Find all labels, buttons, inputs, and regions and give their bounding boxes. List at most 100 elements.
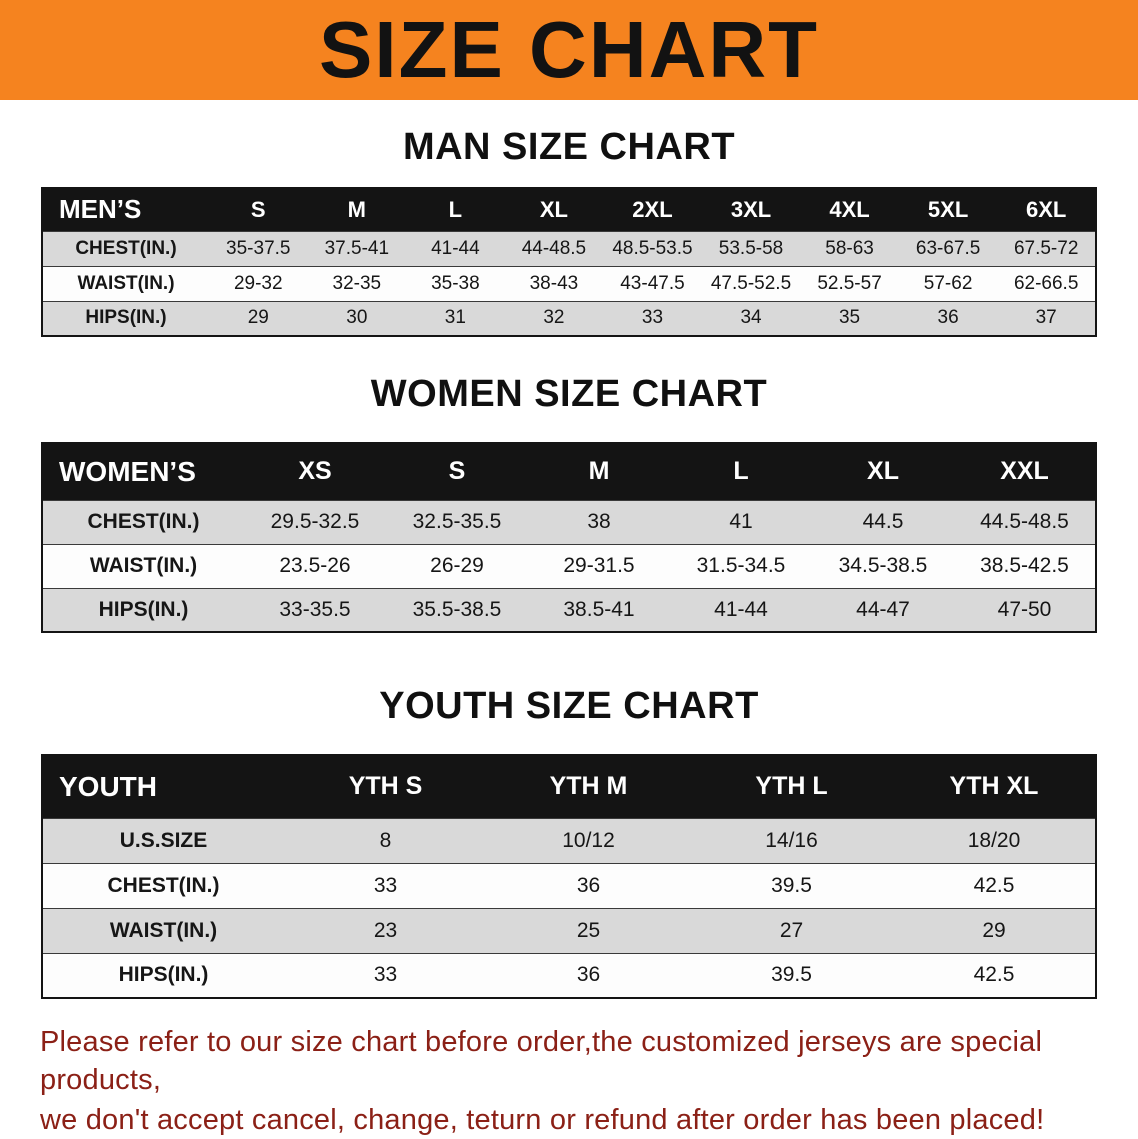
- table-cell: 8: [284, 817, 487, 863]
- table-row: CHEST(IN.) 29.5-32.5 32.5-35.5 38 41 44.5 44.5…: [42, 499, 1096, 544]
- heading-youth: YOUTH SIZE CHART: [379, 685, 759, 727]
- footer-line-2: we don't accept cancel, change, teturn o…: [40, 1104, 1045, 1136]
- table-cell: 18/20: [893, 817, 1096, 863]
- header-row: WOMEN’S XS S M L XL XXL: [42, 442, 1096, 500]
- row-label: CHEST(IN.): [42, 862, 284, 908]
- table-youth: YOUTH YTH S YTH M YTH L YTH XL U.S.SIZE 8 10/12…: [41, 754, 1097, 999]
- column-header: S: [386, 442, 528, 500]
- header-row: YOUTH YTH S YTH M YTH L YTH XL: [42, 754, 1096, 818]
- table-label-men: MEN’S: [42, 187, 209, 231]
- table-cell: 34.5-38.5: [812, 543, 954, 588]
- table-cell: 33-35.5: [244, 587, 386, 632]
- table-cell: 23: [284, 907, 487, 953]
- table-body-men: CHEST(IN.) 35-37.5 37.5-41 41-44 44-48.5 48.5…: [42, 230, 1096, 336]
- table-head-men: MEN’S S M L XL 2XL 3XL 4XL 5XL 6XL: [42, 187, 1096, 231]
- row-label: HIPS(IN.): [42, 300, 209, 336]
- heading-men: MAN SIZE CHART: [402, 126, 736, 168]
- column-header: XXL: [954, 442, 1096, 500]
- table-cell: 32: [504, 300, 604, 336]
- table-cell: 25: [487, 907, 690, 953]
- column-header: M: [307, 187, 407, 231]
- title-banner: SIZE CHART: [0, 0, 1138, 100]
- column-header: L: [670, 442, 812, 500]
- table-cell: 33: [284, 952, 487, 998]
- column-header: 2XL: [603, 187, 702, 231]
- size-chart-sections: MAN SIZE CHART MEN’S S M L XL 2XL 3XL 4XL 5XL 6XL C…: [0, 126, 1138, 999]
- column-header: XS: [244, 442, 386, 500]
- table-cell: 44-48.5: [504, 230, 604, 266]
- row-label: CHEST(IN.): [42, 230, 209, 266]
- table-cell: 41: [670, 499, 812, 544]
- table-cell: 41-44: [406, 230, 505, 266]
- heading-women: WOMEN SIZE CHART: [370, 373, 768, 415]
- column-header: YTH M: [487, 754, 690, 818]
- column-header: 5XL: [898, 187, 998, 231]
- table-cell: 29-31.5: [528, 543, 670, 588]
- table-cell: 36: [898, 300, 998, 336]
- column-header: XL: [504, 187, 604, 231]
- row-label: HIPS(IN.): [42, 587, 244, 632]
- table-cell: 62-66.5: [997, 265, 1096, 301]
- table-cell: 33: [603, 300, 702, 336]
- header-row: MEN’S S M L XL 2XL 3XL 4XL 5XL 6XL: [42, 187, 1096, 231]
- table-head-women: WOMEN’S XS S M L XL XXL: [42, 442, 1096, 500]
- column-header: S: [209, 187, 308, 231]
- table-row: CHEST(IN.) 35-37.5 37.5-41 41-44 44-48.5 48.5…: [42, 230, 1096, 266]
- table-cell: 38-43: [504, 265, 604, 301]
- table-cell: 63-67.5: [898, 230, 998, 266]
- table-cell: 27: [690, 907, 893, 953]
- table-men: MEN’S S M L XL 2XL 3XL 4XL 5XL 6XL CHEST(IN.) 35-37…: [41, 187, 1097, 337]
- table-body-youth: U.S.SIZE 8 10/12 14/16 18/20 CHEST(IN.) 33 36 39…: [42, 817, 1096, 998]
- page-title: SIZE CHART: [319, 5, 819, 94]
- table-cell: 29-32: [209, 265, 308, 301]
- table-cell: 36: [487, 862, 690, 908]
- table-head-youth: YOUTH YTH S YTH M YTH L YTH XL: [42, 754, 1096, 818]
- table-cell: 35: [800, 300, 899, 336]
- column-header: 6XL: [997, 187, 1096, 231]
- column-header: YTH S: [284, 754, 487, 818]
- table-cell: 31: [406, 300, 505, 336]
- table-cell: 58-63: [800, 230, 899, 266]
- table-row: HIPS(IN.) 33-35.5 35.5-38.5 38.5-41 41-44 44-…: [42, 587, 1096, 632]
- table-cell: 42.5: [893, 952, 1096, 998]
- column-header: YTH L: [690, 754, 893, 818]
- table-cell: 30: [307, 300, 407, 336]
- row-label: HIPS(IN.): [42, 952, 284, 998]
- table-cell: 44-47: [812, 587, 954, 632]
- table-row: U.S.SIZE 8 10/12 14/16 18/20: [42, 817, 1096, 863]
- row-label: WAIST(IN.): [42, 907, 284, 953]
- table-cell: 37.5-41: [307, 230, 407, 266]
- table-row: WAIST(IN.) 23 25 27 29: [42, 907, 1096, 953]
- table-row: WAIST(IN.) 23.5-26 26-29 29-31.5 31.5-34.5 34…: [42, 543, 1096, 588]
- table-cell: 36: [487, 952, 690, 998]
- column-header: M: [528, 442, 670, 500]
- table-cell: 32.5-35.5: [386, 499, 528, 544]
- table-cell: 38.5-42.5: [954, 543, 1096, 588]
- table-cell: 10/12: [487, 817, 690, 863]
- column-header: L: [406, 187, 505, 231]
- row-label: WAIST(IN.): [42, 265, 209, 301]
- row-label: WAIST(IN.): [42, 543, 244, 588]
- column-header: 4XL: [800, 187, 899, 231]
- column-header: XL: [812, 442, 954, 500]
- row-label: U.S.SIZE: [42, 817, 284, 863]
- table-cell: 23.5-26: [244, 543, 386, 588]
- table-cell: 47-50: [954, 587, 1096, 632]
- table-cell: 52.5-57: [800, 265, 899, 301]
- table-cell: 44.5-48.5: [954, 499, 1096, 544]
- table-cell: 14/16: [690, 817, 893, 863]
- footer-line-1: Please refer to our size chart before or…: [40, 1026, 1043, 1096]
- table-cell: 48.5-53.5: [603, 230, 702, 266]
- table-row: WAIST(IN.) 29-32 32-35 35-38 38-43 43-47.5 47.…: [42, 265, 1096, 301]
- section-women: WOMEN SIZE CHART WOMEN’S XS S M L XL XXL CHEST(I…: [0, 373, 1138, 633]
- table-cell: 47.5-52.5: [701, 265, 801, 301]
- table-cell: 38: [528, 499, 670, 544]
- table-label-youth: YOUTH: [42, 754, 284, 818]
- table-cell: 32-35: [307, 265, 407, 301]
- table-cell: 34: [701, 300, 801, 336]
- table-cell: 29.5-32.5: [244, 499, 386, 544]
- table-cell: 29: [209, 300, 308, 336]
- table-cell: 41-44: [670, 587, 812, 632]
- table-cell: 57-62: [898, 265, 998, 301]
- table-women: WOMEN’S XS S M L XL XXL CHEST(IN.) 29.5-32.5 32.5…: [41, 442, 1097, 633]
